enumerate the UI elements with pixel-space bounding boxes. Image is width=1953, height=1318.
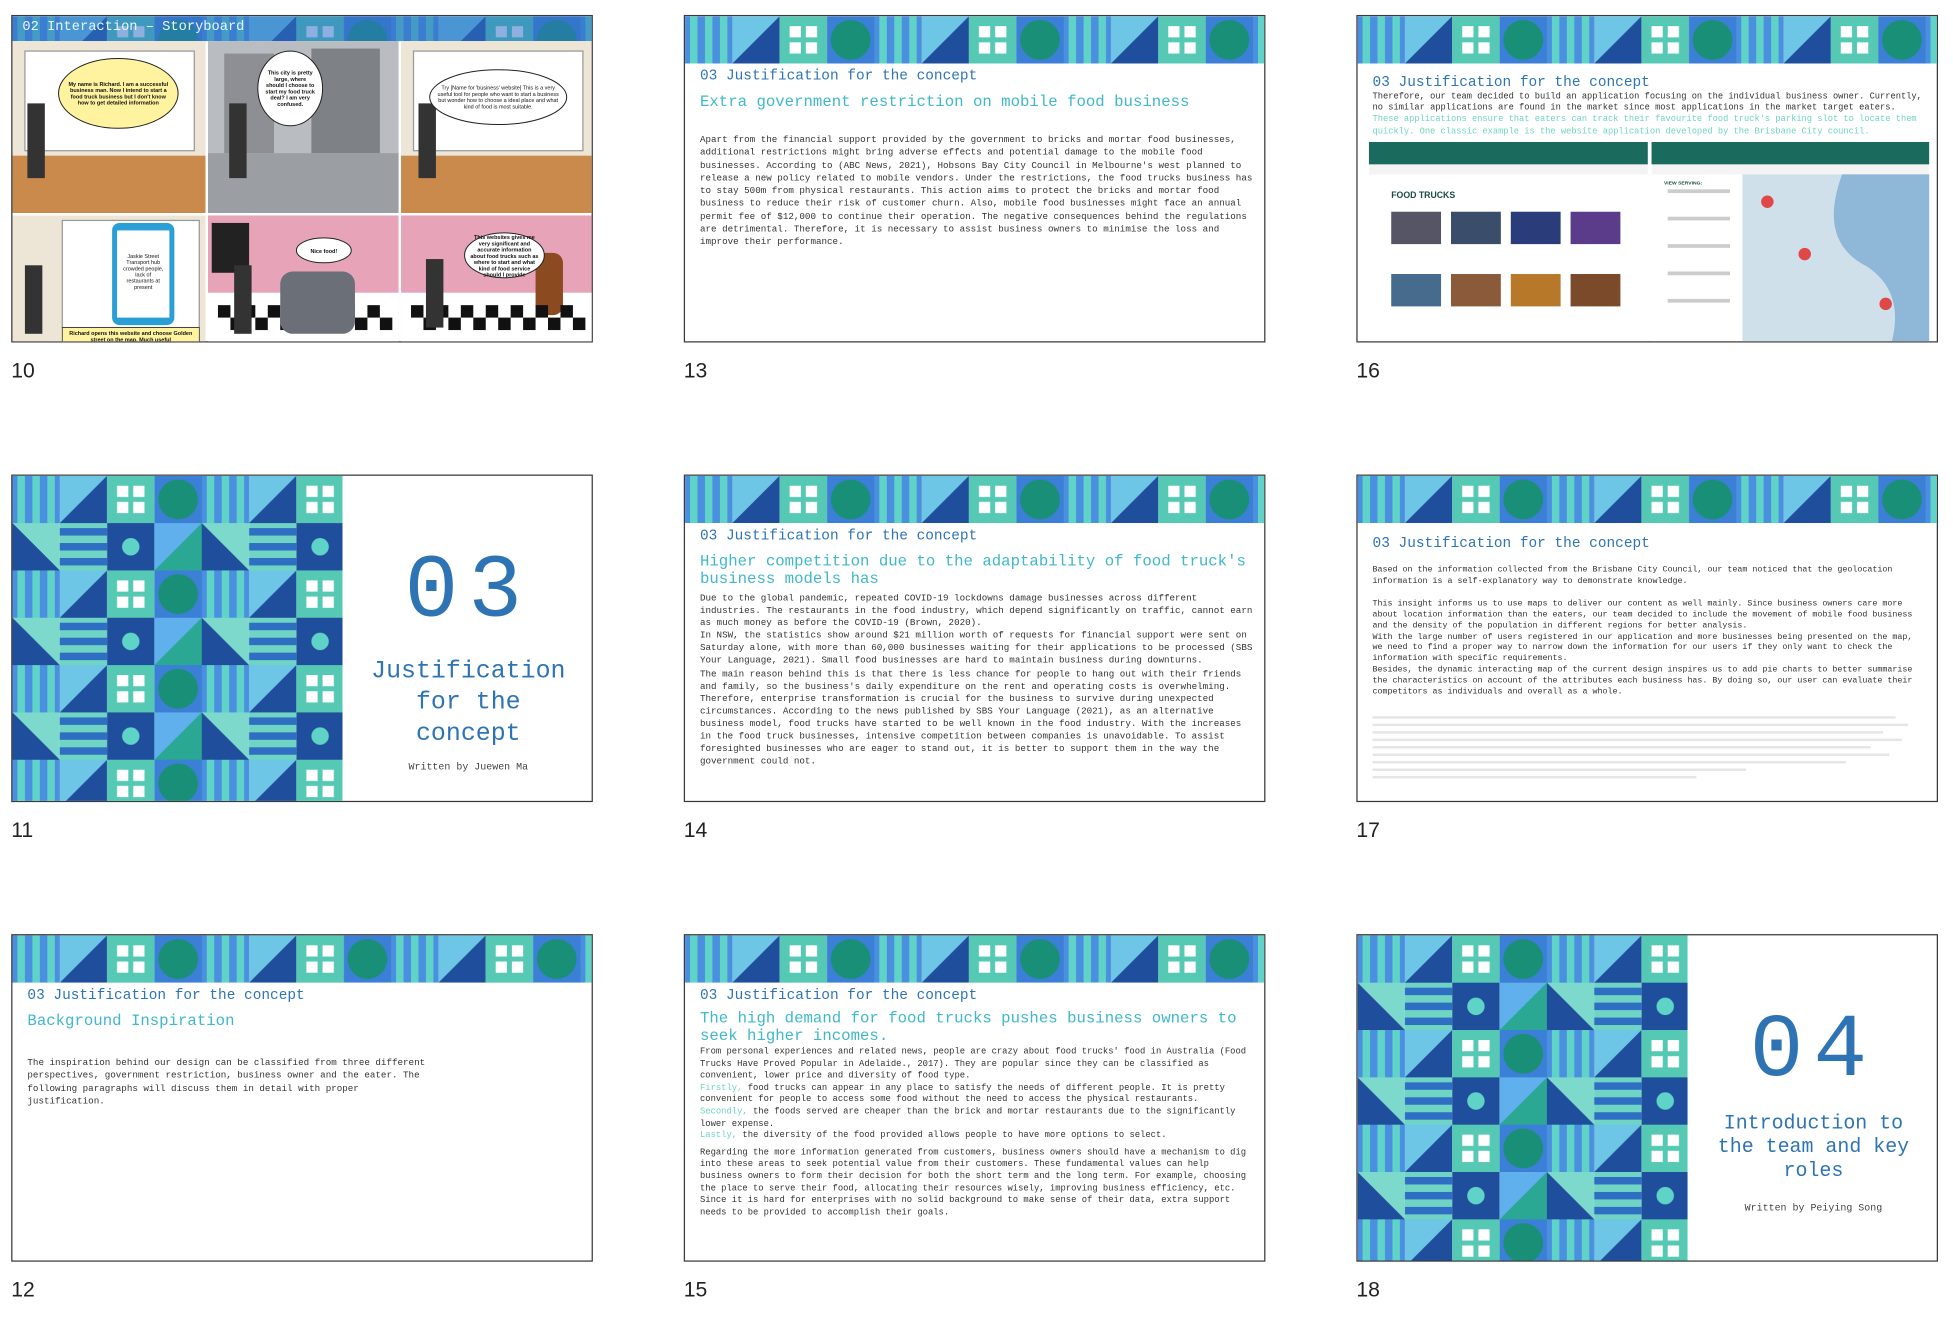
banner [1357,16,1937,64]
slide-thumbnail[interactable]: 03 Justification for the concept Extra g… [683,14,1266,343]
section-label: 03 Justification for the concept [1372,74,1650,91]
slide-number: 12 [11,1277,35,1302]
slide-number: 17 [1356,818,1380,842]
paragraph: In NSW, the statistics show around $21 m… [699,631,1253,667]
text: Therefore, our team decided to build an … [1372,92,1922,114]
caption: Richard opens this website and choose Go… [69,329,193,342]
lead-word: Firstly, [699,1083,743,1094]
paragraph: Based on the information collected from … [1372,565,1893,587]
paragraph: Therefore, our team decided to build an … [1373,92,1927,138]
slide-heading: Background Inspiration [27,1012,235,1031]
screen-tab: VIEW SERVING: [1663,179,1703,186]
section-label: 03 Justification for the concept [699,987,978,1004]
paragraph: Secondly, the foods served are cheaper t… [700,1107,1254,1131]
lead-word: Lastly, [699,1131,738,1142]
author: Written by Peiying Song [1744,1203,1883,1215]
slide-number: 15 [683,1277,708,1302]
slide-thumbnail[interactable]: 02 Interaction – Storyboard My name is R… [11,14,593,343]
point-text: the foods served are cheaper than the br… [699,1107,1236,1130]
speech-bubble: This websites gives me very significant … [470,233,539,278]
banner [685,935,1265,983]
speech-bubble: Nice food! [310,247,338,254]
slide-number: 10 [11,358,35,383]
slide-number: 13 [683,358,708,383]
section-label: 03 Justification for the concept [27,987,305,1004]
section-title: Justification for the concept [371,657,566,749]
slide-heading: Higher competition due to the adaptabili… [699,553,1246,588]
slide-thumbnail[interactable]: 04 Introduction to the team and key role… [1356,934,1938,1262]
section-number: 03 [404,540,533,643]
mosaic [1357,935,1688,1261]
slide-thumbnail[interactable]: 03 Justification for the concept The hig… [683,934,1266,1262]
section-label: 03 Justification for the concept [699,528,978,545]
banner [685,475,1265,524]
paragraph: From personal experiences and related ne… [699,1047,1247,1082]
slide-number: 11 [11,818,34,842]
slide-body: The inspiration behind our design can be… [27,1057,438,1108]
paragraph: Apart from the financial support provide… [699,135,1253,249]
speech-bubble: My name is Richard. I am a successful bu… [68,80,169,106]
slide-title: 02 Interaction – Storyboard [22,19,245,35]
paragraph: This insight informs us to use maps to d… [1372,598,1913,632]
phone-text: Jaskie Street Transport hub crowded peop… [123,252,164,291]
slide-thumbnail[interactable]: 03 Justification for the concept Therefo… [1356,14,1938,343]
paragraph: Lastly, the diversity of the food provid… [700,1131,1254,1143]
reference-lines [1372,716,1909,779]
lead-word: Secondly, [699,1107,748,1118]
author: Written by Juewen Ma [408,762,529,774]
section-label: 03 Justification for the concept [1372,535,1650,552]
point-text: the diversity of the food provided allow… [742,1131,1167,1142]
slide-number: 14 [683,818,708,842]
banner [1357,475,1937,524]
section-label: 03 Justification for the concept [699,68,978,85]
paragraph: Besides, the dynamic interacting map of … [1372,665,1913,698]
banner [12,935,592,983]
banner [685,16,1265,64]
highlight: These applications ensure that eaters ca… [1372,115,1917,137]
paragraph: The main reason behind this is that ther… [699,669,1242,768]
speech-bubble: This city is pretty large, where should … [265,69,315,108]
slide-number: 16 [1356,358,1380,383]
slide-body: Therefore, our team decided to build an … [1373,92,1927,138]
paragraph: The inspiration behind our design can be… [27,1058,426,1108]
slide-heading: The high demand for food trucks pushes b… [699,1010,1237,1045]
slide-thumbnail[interactable]: 03 Justification for the concept Backgro… [11,934,593,1262]
mosaic [12,475,343,801]
section-title: Introduction to the team and key roles [1717,1112,1910,1182]
slide-heading: Extra government restriction on mobile f… [699,93,1190,111]
screen-title: FOOD TRUCKS [1391,191,1456,201]
point-text: food trucks can appear in any place to s… [699,1083,1225,1106]
paragraph: Due to the global pandemic, repeated COV… [699,594,1253,630]
slide-number: 18 [1356,1277,1380,1302]
slide-body: Apart from the financial support provide… [700,135,1254,250]
storyboard-art [12,16,592,342]
slide-thumbnail[interactable]: 03 Justification for the concept Written… [11,474,593,803]
slide-body: Based on the information collected from … [1373,565,1927,698]
paragraph: Firstly, food trucks can appear in any p… [700,1083,1254,1107]
slide-body: From personal experiences and related ne… [700,1047,1254,1219]
slide-thumbnail[interactable]: 03 Justification for the concept Higher … [683,474,1266,803]
speech-bubble: Try [Name for 'business' website] This i… [437,84,559,110]
section-number: 04 [1749,1000,1878,1103]
paragraph: With the large number of users registere… [1372,632,1913,665]
slide-thumbnail[interactable]: 03 Justification for the concept Based o… [1356,474,1938,803]
paragraph: Regarding the more information generated… [699,1148,1247,1218]
slide-body: Due to the global pandemic, repeated COV… [700,593,1254,769]
website-screenshots [1368,141,1930,342]
